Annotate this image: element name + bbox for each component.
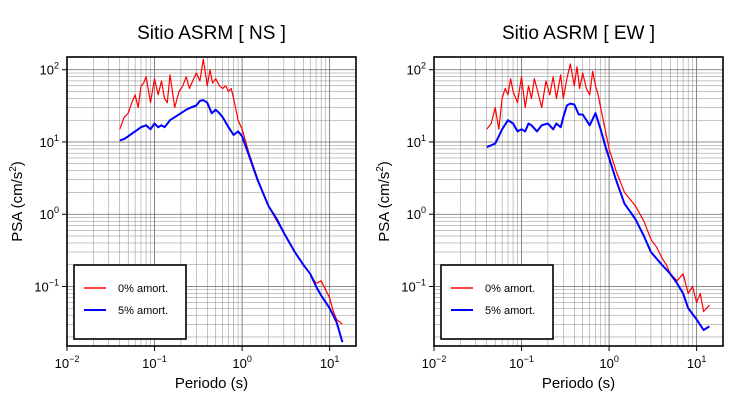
legend-label-damping-5: 5% amort. [118,305,168,317]
x-tick-label-exponent: −2 [436,354,446,364]
y-tick-label: 102 [40,61,59,78]
x-tick-label: 101 [687,354,706,371]
x-tick-label-exponent: 0 [247,354,252,364]
y-tick-label-exponent: −1 [416,277,426,287]
legend: 0% amort. 5% amort. [73,264,187,340]
legend-box [73,264,187,340]
chart-title: Sitio ASRM [ NS ] [137,23,286,44]
x-axis-label: Periodo (s) [175,375,248,392]
y-tick-label: 10−1 [401,277,426,294]
series-line-damping-0 [486,63,710,313]
x-tick-label: 100 [599,354,618,371]
y-tick-label-exponent: 2 [421,61,426,71]
y-tick-label-base: 10 [407,207,421,222]
x-tick-label-base: 10 [599,356,613,371]
plot-frame [66,56,357,347]
y-tick-label-base: 10 [401,279,415,294]
x-tick-label-exponent: 0 [614,354,619,364]
plot-frame [433,56,724,347]
y-tick-label-base: 10 [34,279,48,294]
y-tick-label: 102 [407,61,426,78]
x-tick-label-exponent: 1 [701,354,706,364]
y-axis-label-base: PSA (cm/s [376,172,393,242]
x-tick-label-base: 10 [320,356,334,371]
y-axis-label: PSA (cm/s2) [375,161,393,242]
x-tick-label-base: 10 [55,356,69,371]
legend-label-damping-5: 5% amort. [485,305,535,317]
x-tick-label: 10−1 [142,354,167,371]
series-line-damping-5 [119,99,344,343]
y-axis-label-close: ) [9,161,26,166]
x-tick-label-base: 10 [509,356,523,371]
y-tick-label-exponent: 1 [54,133,59,143]
x-tick-label-base: 10 [142,356,156,371]
series-line-damping-5 [486,102,710,331]
y-tick-label-base: 10 [407,63,421,78]
y-tick-label-exponent: 2 [54,61,59,71]
y-tick-label: 100 [407,205,426,222]
y-axis-label-close: ) [376,161,393,166]
y-axis-label-base: PSA (cm/s [9,172,26,242]
y-tick-label-base: 10 [407,135,421,150]
x-tick-label-exponent: 1 [334,354,339,364]
x-tick-label-exponent: −2 [69,354,79,364]
y-axis-label: PSA (cm/s2) [8,161,26,242]
legend-label-damping-0: 0% amort. [485,283,535,295]
y-tick-label: 10−1 [34,277,59,294]
x-tick-label-exponent: −1 [524,354,534,364]
y-tick-label-exponent: 0 [421,205,426,215]
x-axis-label: Periodo (s) [542,375,615,392]
y-tick-label-exponent: 0 [54,205,59,215]
x-tick-label-exponent: −1 [157,354,167,364]
legend-label-damping-0: 0% amort. [118,283,168,295]
x-tick-label: 10−1 [509,354,534,371]
x-tick-label: 100 [232,354,251,371]
y-axis-label-superscript: 2 [8,166,19,172]
y-tick-label-exponent: 1 [421,133,426,143]
y-tick-label: 101 [40,133,59,150]
legend: 0% amort. 5% amort. [440,264,554,340]
y-tick-label-exponent: −1 [49,277,59,287]
legend-box [440,264,554,340]
y-tick-label-base: 10 [40,63,54,78]
y-tick-label-base: 10 [40,135,54,150]
series-lines [486,63,710,331]
y-tick-label-base: 10 [40,207,54,222]
x-tick-label-base: 10 [422,356,436,371]
chart-title: Sitio ASRM [ EW ] [502,23,655,44]
x-tick-label: 10−2 [422,354,447,371]
x-tick-label: 10−2 [55,354,80,371]
y-axis-label-superscript: 2 [375,166,386,172]
x-tick-label-base: 10 [232,356,246,371]
y-tick-label: 101 [407,133,426,150]
x-tick-label: 101 [320,354,339,371]
series-lines [119,58,344,343]
y-tick-label: 100 [40,205,59,222]
x-tick-label-base: 10 [687,356,701,371]
